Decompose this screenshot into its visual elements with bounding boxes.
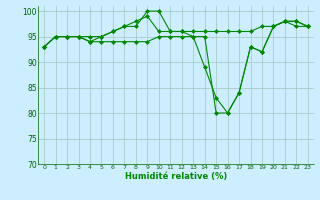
X-axis label: Humidité relative (%): Humidité relative (%) bbox=[125, 172, 227, 181]
